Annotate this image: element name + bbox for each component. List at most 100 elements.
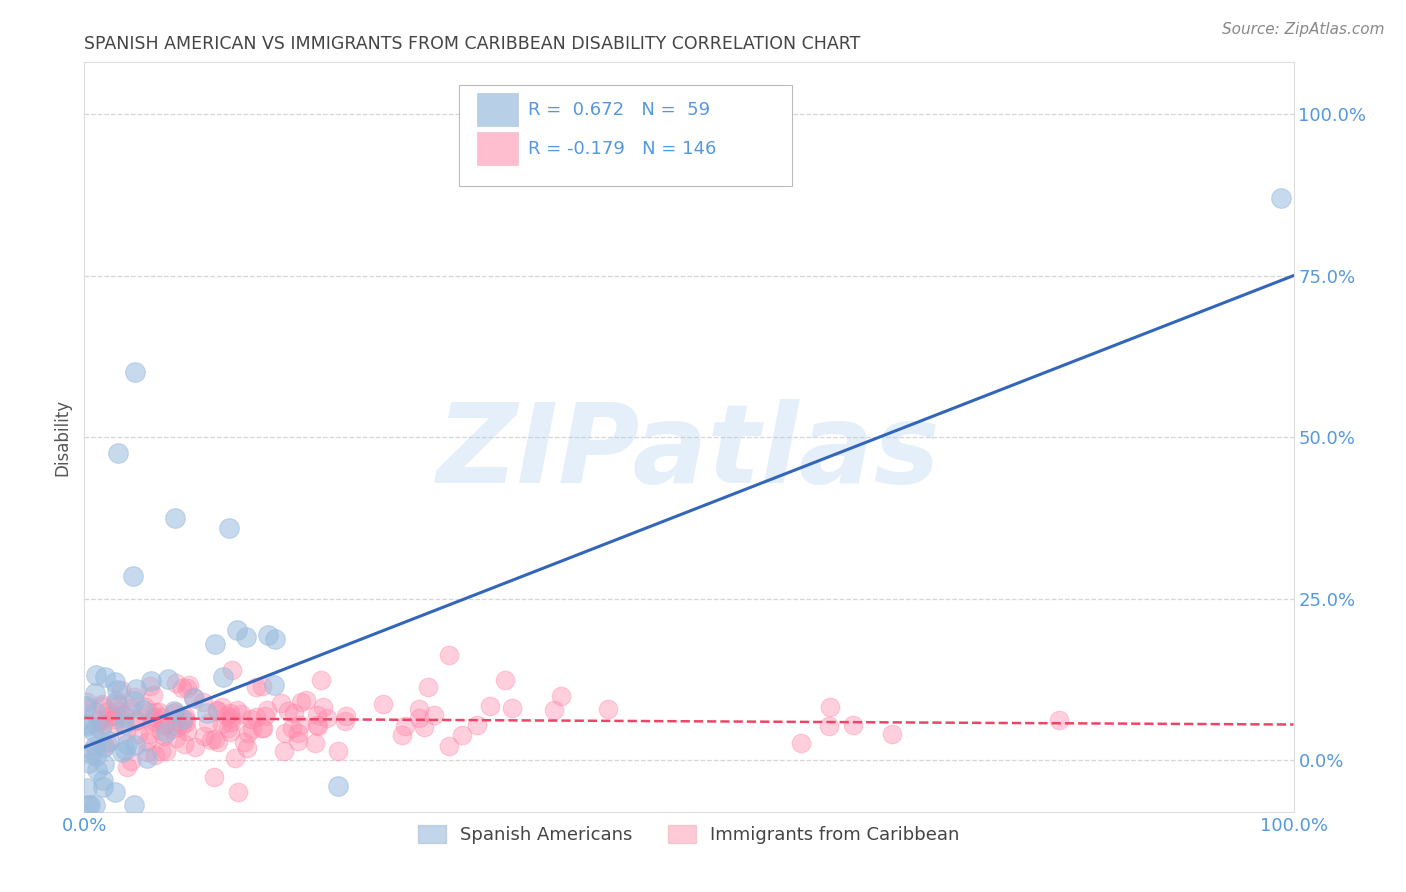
Y-axis label: Disability: Disability [53, 399, 72, 475]
Immigrants from Caribbean [233, 735, 256, 749]
Immigrants from Caribbean [76, 695, 98, 709]
Immigrants from Caribbean [174, 714, 197, 729]
Immigrants from Caribbean [152, 716, 174, 731]
Immigrants from Caribbean [136, 706, 159, 720]
Text: Source: ZipAtlas.com: Source: ZipAtlas.com [1222, 22, 1385, 37]
Spanish Americans [328, 779, 350, 793]
Immigrants from Caribbean [107, 698, 129, 712]
Immigrants from Caribbean [153, 718, 176, 732]
Spanish Americans [107, 683, 129, 698]
Immigrants from Caribbean [110, 682, 132, 697]
Immigrants from Caribbean [277, 705, 299, 719]
Immigrants from Caribbean [103, 712, 125, 726]
Spanish Americans [91, 773, 114, 788]
Immigrants from Caribbean [120, 701, 142, 715]
Immigrants from Caribbean [281, 722, 304, 736]
Immigrants from Caribbean [245, 709, 267, 723]
Immigrants from Caribbean [439, 739, 461, 753]
Immigrants from Caribbean [288, 718, 311, 732]
Immigrants from Caribbean [91, 717, 114, 731]
Spanish Americans [79, 798, 101, 813]
Text: R =  0.672   N =  59: R = 0.672 N = 59 [529, 101, 710, 119]
Immigrants from Caribbean [290, 695, 312, 709]
Spanish Americans [165, 511, 187, 525]
Spanish Americans [170, 712, 193, 726]
Spanish Americans [218, 520, 240, 534]
Immigrants from Caribbean [495, 673, 517, 688]
Spanish Americans [91, 780, 114, 794]
Immigrants from Caribbean [181, 690, 204, 704]
Immigrants from Caribbean [115, 724, 138, 739]
Immigrants from Caribbean [143, 747, 166, 762]
Immigrants from Caribbean [543, 703, 565, 717]
Immigrants from Caribbean [371, 698, 394, 712]
Spanish Americans [112, 709, 135, 723]
Spanish Americans [84, 686, 107, 700]
Immigrants from Caribbean [148, 706, 170, 720]
Immigrants from Caribbean [307, 718, 329, 732]
Immigrants from Caribbean [142, 689, 165, 703]
Immigrants from Caribbean [408, 711, 430, 725]
Immigrants from Caribbean [149, 744, 172, 758]
Spanish Americans [76, 780, 98, 795]
Immigrants from Caribbean [217, 709, 239, 723]
Immigrants from Caribbean [273, 744, 295, 758]
Immigrants from Caribbean [90, 698, 112, 713]
Spanish Americans [107, 446, 129, 460]
Immigrants from Caribbean [96, 736, 118, 750]
Immigrants from Caribbean [91, 697, 114, 711]
Immigrants from Caribbean [391, 728, 413, 742]
Immigrants from Caribbean [335, 709, 357, 723]
Immigrants from Caribbean [165, 731, 187, 745]
Spanish Americans [86, 667, 108, 681]
Spanish Americans [98, 734, 121, 748]
Spanish Americans [77, 798, 100, 813]
Spanish Americans [124, 694, 146, 708]
Immigrants from Caribbean [311, 700, 333, 714]
Immigrants from Caribbean [211, 700, 233, 714]
Spanish Americans [112, 716, 135, 731]
Immigrants from Caribbean [283, 706, 305, 720]
Immigrants from Caribbean [93, 739, 115, 754]
Spanish Americans [90, 722, 112, 736]
Spanish Americans [104, 674, 127, 689]
Immigrants from Caribbean [193, 729, 215, 743]
Immigrants from Caribbean [143, 706, 166, 720]
Immigrants from Caribbean [451, 727, 474, 741]
Immigrants from Caribbean [333, 714, 356, 728]
Immigrants from Caribbean [250, 679, 273, 693]
Immigrants from Caribbean [165, 714, 187, 728]
Immigrants from Caribbean [125, 714, 148, 728]
Spanish Americans [157, 672, 180, 686]
Immigrants from Caribbean [170, 718, 193, 732]
Immigrants from Caribbean [82, 743, 104, 757]
Immigrants from Caribbean [413, 720, 436, 734]
Immigrants from Caribbean [166, 720, 188, 734]
Immigrants from Caribbean [228, 785, 250, 799]
Immigrants from Caribbean [124, 690, 146, 704]
Immigrants from Caribbean [818, 719, 841, 733]
Immigrants from Caribbean [880, 727, 903, 741]
Immigrants from Caribbean [239, 712, 262, 726]
Immigrants from Caribbean [112, 706, 135, 721]
Immigrants from Caribbean [221, 663, 243, 677]
Immigrants from Caribbean [177, 678, 200, 692]
Immigrants from Caribbean [136, 735, 159, 749]
Immigrants from Caribbean [163, 705, 186, 719]
Immigrants from Caribbean [408, 701, 430, 715]
Immigrants from Caribbean [202, 770, 225, 784]
Immigrants from Caribbean [270, 696, 292, 710]
Immigrants from Caribbean [149, 710, 172, 724]
Immigrants from Caribbean [294, 693, 316, 707]
Spanish Americans [110, 745, 132, 759]
Spanish Americans [226, 623, 249, 637]
Immigrants from Caribbean [304, 736, 326, 750]
Spanish Americans [75, 699, 97, 714]
Text: ZIPatlas: ZIPatlas [437, 399, 941, 506]
Immigrants from Caribbean [240, 722, 263, 736]
Immigrants from Caribbean [104, 696, 127, 710]
Spanish Americans [124, 366, 146, 380]
FancyBboxPatch shape [478, 93, 519, 126]
Immigrants from Caribbean [254, 709, 277, 723]
Immigrants from Caribbean [89, 714, 111, 729]
